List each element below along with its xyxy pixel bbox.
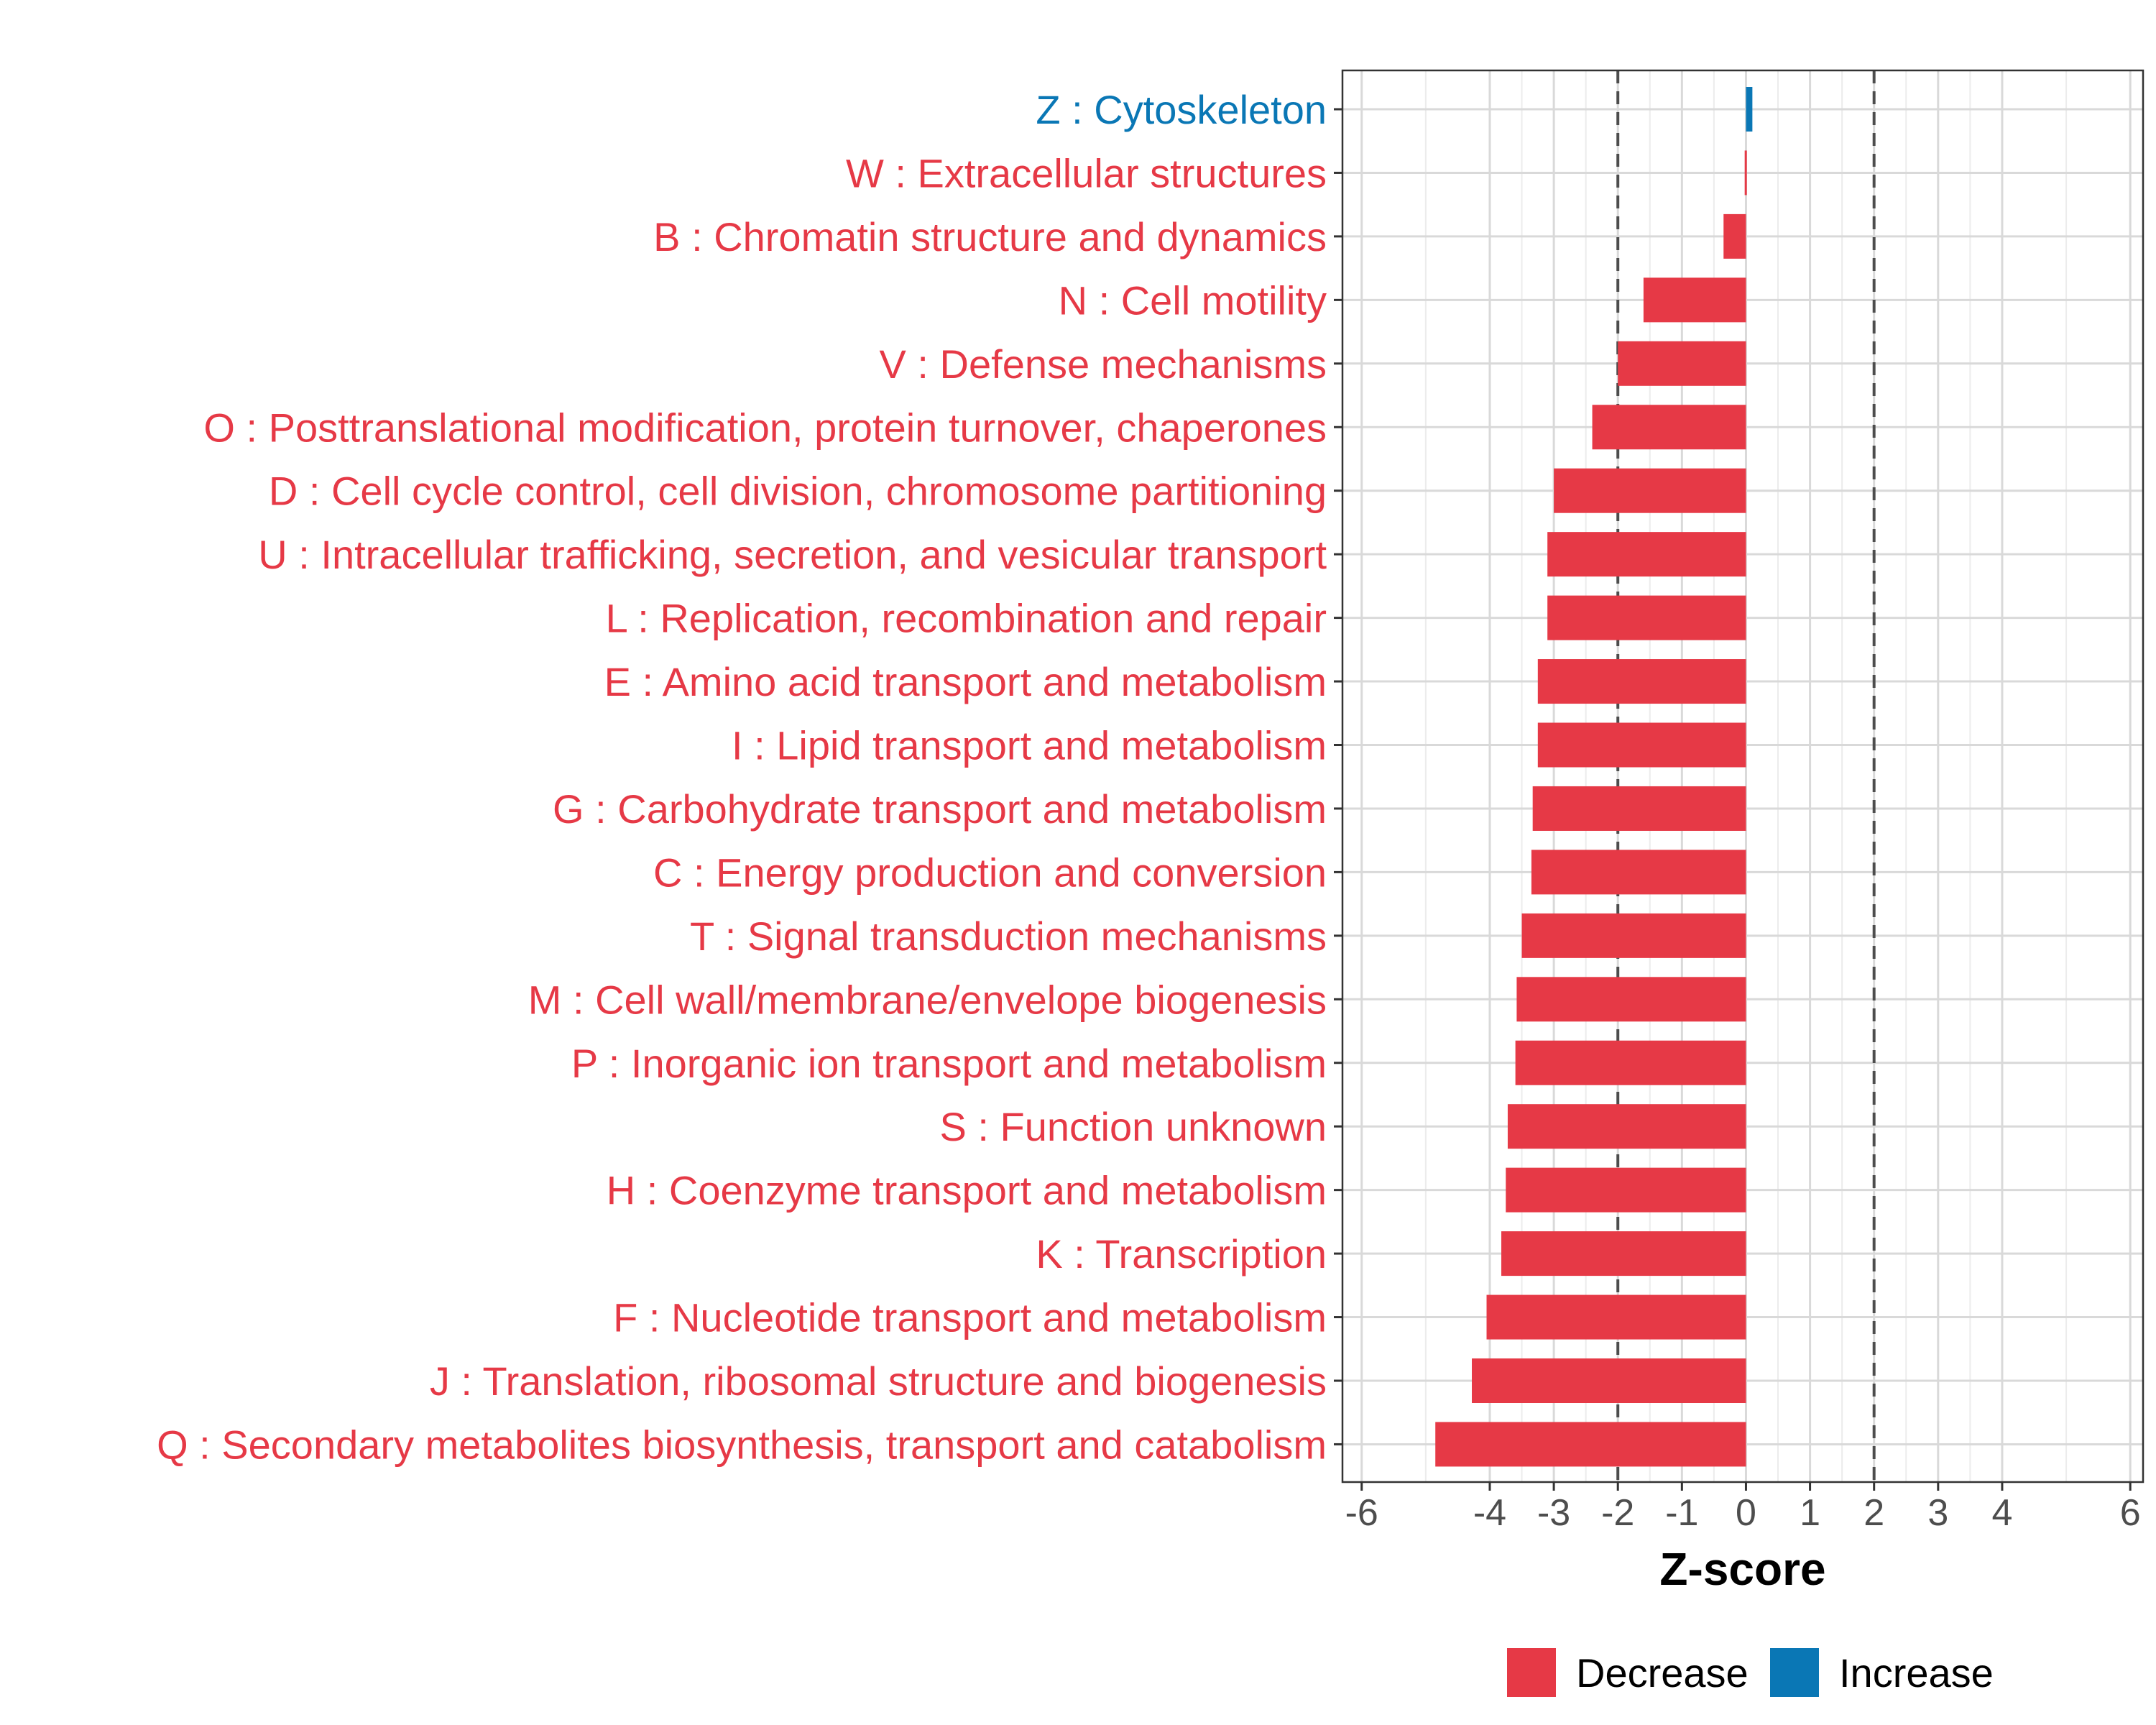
bar [1592, 405, 1746, 450]
legend-swatch [1770, 1648, 1819, 1697]
x-axis-title: Z-score [1659, 1543, 1825, 1595]
bar [1746, 87, 1753, 132]
x-tick-label: 6 [2120, 1492, 2141, 1534]
y-axis-ticks: Z : Cytoskeleton W : Extracellular struct… [157, 87, 1342, 1467]
x-tick-label: -3 [1537, 1492, 1570, 1534]
category-label: N : Cell motility [1059, 277, 1327, 323]
category-label: Z : Cytoskeleton [1036, 87, 1327, 132]
category-label: G : Carbohydrate transport and metabolis… [553, 786, 1327, 832]
x-tick-label: 1 [1800, 1492, 1820, 1534]
category-label: W : Extracellular structures [846, 150, 1327, 196]
category-label: F : Nucleotide transport and metabolism [613, 1295, 1327, 1340]
bar [1501, 1231, 1746, 1276]
bar [1507, 1104, 1746, 1149]
bar [1537, 659, 1746, 704]
bar [1506, 1167, 1746, 1213]
bar [1618, 341, 1746, 386]
category-label: P : Inorganic ion transport and metaboli… [571, 1041, 1327, 1086]
category-label: L : Replication, recombination and repai… [606, 596, 1327, 641]
category-label: H : Coenzyme transport and metabolism [607, 1168, 1327, 1213]
x-tick-label: 0 [1736, 1492, 1756, 1534]
bar [1723, 213, 1746, 259]
bar [1531, 850, 1746, 895]
bar [1521, 913, 1746, 958]
legend-swatch [1507, 1648, 1556, 1697]
x-tick-label: -2 [1601, 1492, 1634, 1534]
category-label: T : Signal transduction mechanisms [690, 914, 1327, 959]
category-label: Q : Secondary metabolites biosynthesis, … [157, 1422, 1327, 1467]
x-tick-label: -4 [1473, 1492, 1506, 1534]
x-tick-label: -1 [1665, 1492, 1698, 1534]
bar [1547, 595, 1746, 640]
x-tick-label: 4 [1991, 1492, 2012, 1534]
bars [1435, 87, 1753, 1467]
category-label: M : Cell wall/membrane/envelope biogenes… [528, 977, 1327, 1022]
category-label: U : Intracellular trafficking, secretion… [258, 532, 1327, 577]
legend: Decrease Increase [1507, 1648, 1994, 1697]
category-label: C : Energy production and conversion [653, 850, 1327, 895]
x-tick-label: -6 [1345, 1492, 1378, 1534]
bar [1515, 1040, 1746, 1085]
bar [1532, 786, 1746, 831]
bar [1547, 532, 1746, 577]
legend-label: Decrease [1576, 1650, 1749, 1696]
x-tick-label: 2 [1864, 1492, 1884, 1534]
legend-label: Increase [1839, 1650, 1994, 1696]
bar [1435, 1422, 1746, 1467]
bar [1744, 150, 1747, 196]
bar [1643, 277, 1746, 323]
bar [1554, 468, 1746, 513]
category-label: E : Amino acid transport and metabolism [604, 659, 1327, 704]
category-label: D : Cell cycle control, cell division, c… [269, 469, 1327, 514]
x-axis-ticks: -6 -4 -3 -2 -1 0 1 2 3 4 6 [1345, 1482, 2141, 1534]
category-label: I : Lipid transport and metabolism [732, 723, 1327, 768]
category-label: S : Function unknown [939, 1104, 1327, 1149]
category-label: O : Posttranslational modification, prot… [203, 405, 1327, 450]
bar [1537, 722, 1746, 768]
category-label: J : Translation, ribosomal structure and… [430, 1358, 1327, 1404]
category-label: V : Defense mechanisms [880, 341, 1327, 387]
category-label: B : Chromatin structure and dynamics [653, 214, 1327, 259]
bar [1516, 977, 1746, 1022]
panel-border [1341, 69, 2145, 1484]
bar [1472, 1358, 1746, 1403]
x-tick-label: 3 [1927, 1492, 1948, 1534]
bar [1486, 1294, 1746, 1340]
category-label: K : Transcription [1036, 1231, 1327, 1276]
